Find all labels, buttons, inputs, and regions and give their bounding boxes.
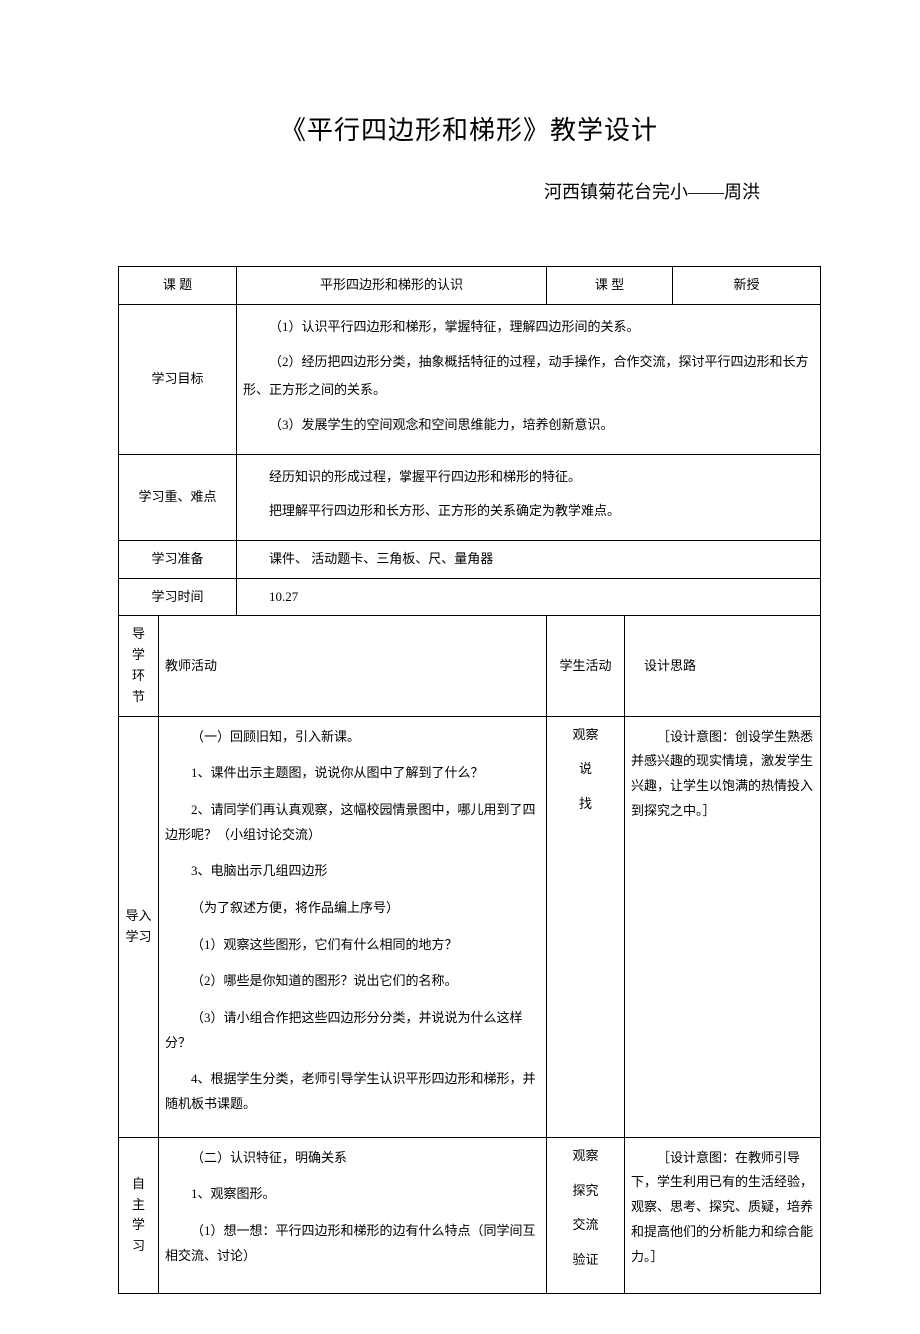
teacher-line: （2）哪些是你知道的图形？说出它们的名称。 — [165, 969, 540, 994]
objective-item: （2）经历把四边形分类，抽象概括特征的过程，动手操作，合作交流，探讨平行四边形和… — [243, 348, 814, 405]
design-header: 设计思路 — [625, 616, 821, 716]
teacher-line: （二）认识特征，明确关系 — [165, 1146, 540, 1171]
teacher-line: （一）回顾旧知，引入新课。 — [165, 725, 540, 750]
student-line: 验证 — [553, 1250, 618, 1271]
type-label: 课 型 — [547, 267, 673, 305]
keypoints-cell: 经历知识的形成过程，掌握平行四边形和梯形的特征。 把理解平行四边形和长方形、正方… — [237, 454, 821, 540]
teacher-line: （1）想一想：平行四边形和梯形的边有什么特点（同学间互相交流、讨论） — [165, 1219, 540, 1268]
student-line: 说 — [553, 759, 618, 780]
table-row: 自 主 学 习 （二）认识特征，明确关系 1、观察图形。 （1）想一想：平行四边… — [119, 1137, 821, 1293]
student-line: 交流 — [553, 1215, 618, 1236]
table-row: 导入学习 （一）回顾旧知，引入新课。 1、课件出示主题图，说说你从图中了解到了什… — [119, 716, 821, 1137]
type-value: 新授 — [673, 267, 821, 305]
self-teacher-cell: （二）认识特征，明确关系 1、观察图形。 （1）想一想：平行四边形和梯形的边有什… — [159, 1137, 547, 1293]
student-line: 探究 — [553, 1181, 618, 1202]
page-subtitle: 河西镇菊花台完小——周洪 — [118, 178, 820, 207]
time-value: 10.27 — [237, 578, 821, 616]
table-row: 学习目标 （1）认识平行四边形和梯形，掌握特征，理解四边形间的关系。 （2）经历… — [119, 305, 821, 454]
teacher-line: （为了叙述方便，将作品编上序号） — [165, 896, 540, 921]
teacher-line: 1、课件出示主题图，说说你从图中了解到了什么？ — [165, 761, 540, 786]
time-label: 学习时间 — [119, 578, 237, 616]
objective-item: （3）发展学生的空间观念和空间思维能力，培养创新意识。 — [243, 411, 814, 440]
table-row: 课 题 平形四边形和梯形的认识 课 型 新授 — [119, 267, 821, 305]
student-line: 找 — [553, 794, 618, 815]
objectives-cell: （1）认识平行四边形和梯形，掌握特征，理解四边形间的关系。 （2）经历把四边形分… — [237, 305, 821, 454]
teacher-line: 2、请同学们再认真观察，这幅校园情景图中，哪儿用到了四边形呢？（小组讨论交流） — [165, 798, 540, 847]
table-row: 学习时间 10.27 — [119, 578, 821, 616]
keypoints-label: 学习重、难点 — [119, 454, 237, 540]
intro-teacher-cell: （一）回顾旧知，引入新课。 1、课件出示主题图，说说你从图中了解到了什么？ 2、… — [159, 716, 547, 1137]
table-row: 导 学 环 节 教师活动 学生活动 设计思路 — [119, 616, 821, 716]
topic-value: 平形四边形和梯形的认识 — [237, 267, 547, 305]
intro-stage-label: 导入学习 — [119, 716, 159, 1137]
keypoint-item: 把理解平行四边形和长方形、正方形的关系确定为教学难点。 — [243, 497, 814, 526]
prep-label: 学习准备 — [119, 540, 237, 578]
self-design-cell: ［设计意图：在教师引导下，学生利用已有的生活经验，观察、思考、探究、质疑，培养和… — [625, 1137, 821, 1293]
teacher-line: 3、电脑出示几组四边形 — [165, 859, 540, 884]
lesson-plan-table: 课 题 平形四边形和梯形的认识 课 型 新授 学习目标 （1）认识平行四边形和梯… — [118, 266, 821, 1294]
objectives-label: 学习目标 — [119, 305, 237, 454]
objective-item: （1）认识平行四边形和梯形，掌握特征，理解四边形间的关系。 — [243, 313, 814, 342]
teacher-line: 4、根据学生分类，老师引导学生认识平形四边形和梯形，并随机板书课题。 — [165, 1067, 540, 1116]
student-line: 观察 — [553, 725, 618, 746]
table-row: 学习准备 课件、 活动题卡、三角板、尺、量角器 — [119, 540, 821, 578]
keypoint-item: 经历知识的形成过程，掌握平行四边形和梯形的特征。 — [243, 463, 814, 492]
self-stage-label: 自 主 学 习 — [119, 1137, 159, 1293]
prep-value: 课件、 活动题卡、三角板、尺、量角器 — [237, 540, 821, 578]
topic-label: 课 题 — [119, 267, 237, 305]
self-student-cell: 观察 探究 交流 验证 — [547, 1137, 625, 1293]
teacher-line: （3）请小组合作把这些四边形分分类，并说说为什么这样分？ — [165, 1006, 540, 1055]
teacher-line: 1、观察图形。 — [165, 1182, 540, 1207]
intro-student-cell: 观察 说 找 — [547, 716, 625, 1137]
page-title: 《平行四边形和梯形》教学设计 — [118, 110, 820, 152]
student-header: 学生活动 — [547, 616, 625, 716]
student-line: 观察 — [553, 1146, 618, 1167]
teacher-header: 教师活动 — [159, 616, 547, 716]
intro-design-cell: ［设计意图：创设学生熟悉并感兴趣的现实情境，激发学生兴趣，让学生以饱满的热情投入… — [625, 716, 821, 1137]
table-row: 学习重、难点 经历知识的形成过程，掌握平行四边形和梯形的特征。 把理解平行四边形… — [119, 454, 821, 540]
teacher-line: （1）观察这些图形，它们有什么相同的地方？ — [165, 933, 540, 958]
stage-header: 导 学 环 节 — [119, 616, 159, 716]
